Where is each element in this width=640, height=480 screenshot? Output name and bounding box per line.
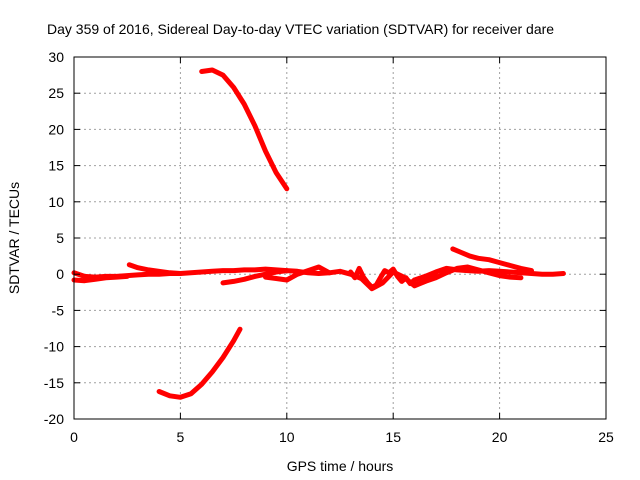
- series-band-late-wiggle: [348, 265, 417, 290]
- y-tick-label: 5: [56, 230, 64, 246]
- series-band-mid-low: [263, 264, 332, 283]
- series-band-hump: [126, 262, 183, 276]
- y-tick-label: -10: [44, 339, 64, 355]
- y-axis-label: SDTVAR / TECUs: [6, 182, 22, 294]
- series-arc-positive-high: [199, 67, 290, 192]
- x-tick-label: 15: [385, 429, 401, 445]
- y-tick-label: 30: [48, 49, 64, 65]
- x-tick-label: 10: [279, 429, 295, 445]
- y-tick-label: -5: [52, 302, 65, 318]
- y-tick-label: -15: [44, 375, 64, 391]
- chart-title: Day 359 of 2016, Sidereal Day-to-day VTE…: [47, 21, 554, 37]
- data-series: [71, 67, 566, 400]
- series-band-late-2: [412, 264, 524, 288]
- series-late-arc-high: [450, 246, 534, 274]
- grid: [74, 57, 606, 419]
- axis-ticks: [73, 56, 607, 420]
- x-tick-label: 20: [492, 429, 508, 445]
- y-tick-label: 15: [48, 158, 64, 174]
- x-tick-labels: 0 5 10 15 20 25: [70, 429, 614, 445]
- y-tick-label: -20: [44, 411, 64, 427]
- x-tick-label: 5: [177, 429, 185, 445]
- x-axis-label: GPS time / hours: [287, 458, 394, 474]
- x-tick-label: 0: [70, 429, 78, 445]
- y-tick-label: 20: [48, 121, 64, 137]
- series-band-start: [71, 273, 130, 284]
- y-tick-label: 0: [56, 266, 64, 282]
- x-tick-label: 25: [598, 429, 614, 445]
- y-tick-label: 10: [48, 194, 64, 210]
- y-tick-label: 25: [48, 85, 64, 101]
- y-tick-labels: -20 -15 -10 -5 0 5 10 15 20 25 30: [44, 49, 64, 427]
- series-arc-negative-low: [156, 326, 243, 400]
